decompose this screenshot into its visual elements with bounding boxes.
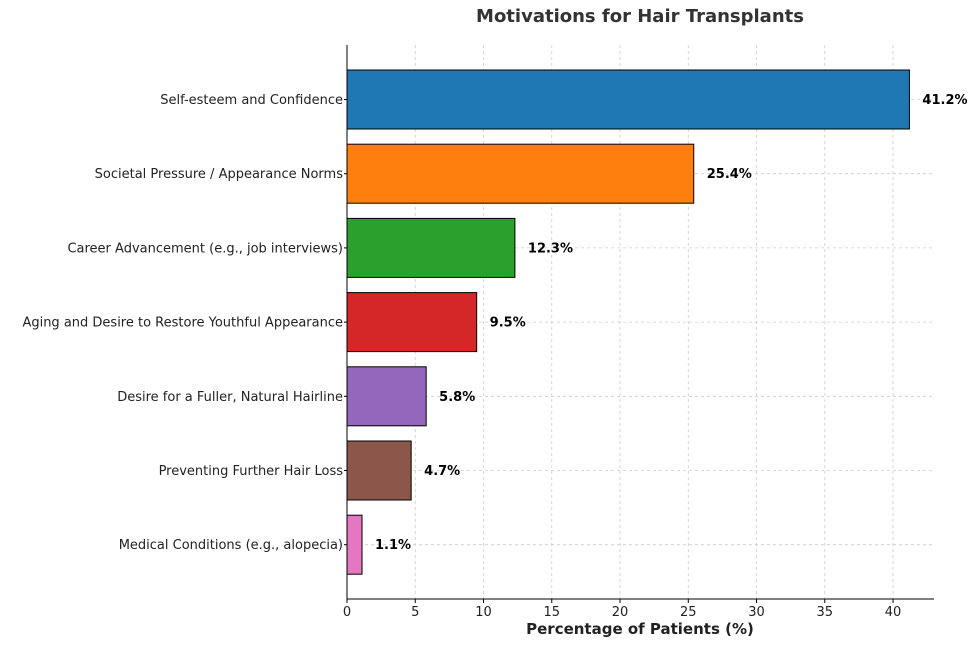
bar-1 (346, 69, 910, 130)
axes: Self-esteem and Confidence Societal Press… (22, 45, 934, 620)
data-label-5: 5.8% (439, 390, 475, 405)
bar-6 (346, 440, 412, 501)
x-tick-label-30: 30 (748, 605, 765, 620)
category-label-3: Career Advancement (e.g., job interviews… (67, 241, 343, 256)
category-label-5: Desire for a Fuller, Natural Hairline (117, 390, 343, 405)
data-label-1: 41.2% (922, 93, 967, 108)
chart-title: Motivations for Hair Transplants (476, 6, 804, 27)
data-label-6: 4.7% (424, 464, 460, 479)
x-tick-label-15: 15 (543, 605, 560, 620)
bar-2 (346, 143, 695, 204)
category-label-7: Medical Conditions (e.g., alopecia) (119, 538, 343, 553)
bar-7 (346, 514, 363, 575)
x-tick-label-25: 25 (680, 605, 697, 620)
bars: 41.2% 25.4% 12.3% 9.5% 5.8% 4.7% 1.1% (346, 69, 968, 575)
x-axis-label: Percentage of Patients (%) (526, 620, 754, 638)
data-label-2: 25.4% (707, 167, 752, 182)
x-tick-label-20: 20 (612, 605, 629, 620)
x-tick-label-35: 35 (817, 605, 834, 620)
bar-4 (346, 292, 478, 353)
bar-3 (346, 217, 516, 278)
x-tick-label-10: 10 (475, 605, 492, 620)
bar-5 (346, 366, 427, 427)
data-label-4: 9.5% (490, 316, 526, 331)
data-label-7: 1.1% (375, 538, 411, 553)
x-tick-label-0: 0 (343, 605, 351, 620)
x-tick-label-5: 5 (411, 605, 419, 620)
category-label-1: Self-esteem and Confidence (160, 93, 343, 108)
data-label-3: 12.3% (528, 241, 573, 256)
category-label-6: Preventing Further Hair Loss (159, 464, 344, 479)
x-tick-label-40: 40 (885, 605, 902, 620)
category-label-4: Aging and Desire to Restore Youthful App… (22, 316, 343, 331)
category-label-2: Societal Pressure / Appearance Norms (95, 167, 344, 182)
